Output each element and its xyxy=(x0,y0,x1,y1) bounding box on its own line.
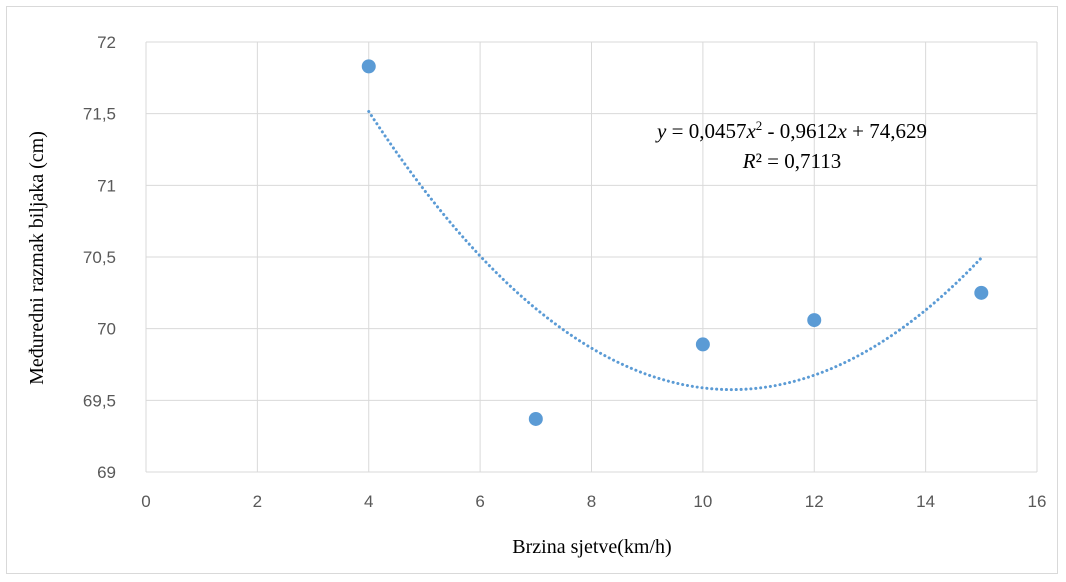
tick-labels: 0 2 4 6 8 10 12 14 16 69 69,5 70 70,5 71 71,5 72 xyxy=(83,33,1047,511)
data-point xyxy=(696,337,710,351)
data-points xyxy=(362,59,989,426)
trendline xyxy=(369,111,982,389)
data-point xyxy=(362,59,376,73)
y-tick-label: 69,5 xyxy=(83,391,116,410)
x-tick-label: 4 xyxy=(364,492,373,511)
trendline-equation: y = 0,0457x2 - 0,9612x + 74,629 xyxy=(655,118,927,143)
x-tick-label: 16 xyxy=(1028,492,1047,511)
y-tick-label: 71 xyxy=(97,176,116,195)
y-tick-label: 72 xyxy=(97,33,116,52)
x-tick-label: 8 xyxy=(587,492,596,511)
x-tick-label: 6 xyxy=(475,492,484,511)
y-tick-label: 70 xyxy=(97,320,116,339)
data-point xyxy=(807,313,821,327)
x-axis-title: Brzina sjetve(km/h) xyxy=(512,536,671,558)
x-tick-label: 14 xyxy=(916,492,935,511)
y-tick-label: 69 xyxy=(97,463,116,482)
x-tick-label: 0 xyxy=(141,492,150,511)
y-tick-label: 70,5 xyxy=(83,248,116,267)
data-point xyxy=(529,412,543,426)
gridlines xyxy=(146,42,1037,472)
x-tick-label: 10 xyxy=(693,492,712,511)
x-tick-label: 2 xyxy=(253,492,262,511)
y-tick-label: 71,5 xyxy=(83,105,116,124)
y-axis-title: Međuredni razmak biljaka (cm) xyxy=(26,131,48,385)
r-squared-label: R² = 0,7113 xyxy=(742,149,841,173)
data-point xyxy=(974,286,988,300)
x-tick-label: 12 xyxy=(805,492,824,511)
